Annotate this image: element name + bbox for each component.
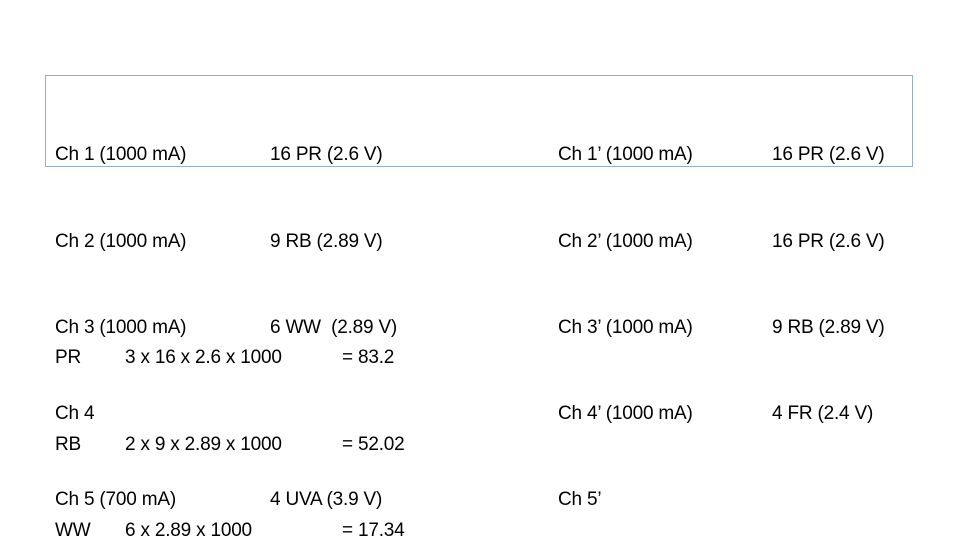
power-formula: 2 x 9 x 2.89 x 1000 [125,433,282,455]
channel-load: 4 FR (2.4 V) [772,402,874,424]
channel-label: Ch 2’ (1000 mA) [558,230,693,252]
channel-load: 9 RB (2.89 V) [270,230,383,252]
channel-label: Ch 3 (1000 mA) [55,316,187,338]
channel-label: Ch 1’ (1000 mA) [558,144,693,166]
channel-group-box [45,75,913,167]
power-results: = 83.2 = 52.02 = 17.34 = 9.6 = 10.92 = 1… [342,287,415,540]
channel-list-right-names: Ch 1’ (1000 mA) Ch 2’ (1000 mA) Ch 3’ (1… [558,84,693,540]
power-formula: 3 x 16 x 2.6 x 1000 [125,347,282,369]
channel-load [772,486,885,515]
channel-load: 16 PR (2.6 V) [772,144,885,166]
power-formulas: 3 x 16 x 2.6 x 1000 2 x 9 x 2.89 x 1000 … [125,287,282,540]
channel-label: Ch 4’ (1000 mA) [558,402,693,424]
power-labels: PR RB WW FR UVA Total (W) [55,287,129,540]
channel-label: Ch 5 (700 mA) [55,488,176,510]
power-result: = 83.2 [342,347,395,369]
channel-label: Ch 5’ [558,488,602,510]
channel-load: 9 RB (2.89 V) [772,316,885,338]
channel-list-right-loads: 16 PR (2.6 V) 16 PR (2.6 V) 9 RB (2.89 V… [772,84,885,540]
channel-label: Ch 1 (1000 mA) [55,144,187,166]
power-result: = 17.34 [342,519,405,540]
power-label: PR [55,347,81,369]
channel-load: 4 UVA (3.9 V) [270,488,383,510]
channel-label: Ch 2 (1000 mA) [55,230,187,252]
power-formula: 6 x 2.89 x 1000 [125,519,252,540]
channel-load: 6 WW (2.89 V) [270,316,398,338]
channel-label: Ch 3’ (1000 mA) [558,316,693,338]
power-result: = 52.02 [342,433,405,455]
channel-load: 16 PR (2.6 V) [270,144,383,166]
power-label: WW [55,519,91,540]
channel-list-left-loads: 16 PR (2.6 V) 9 RB (2.89 V) 6 WW (2.89 V… [270,84,397,540]
channel-label: Ch 4 [55,402,95,424]
channel-load: 16 PR (2.6 V) [772,230,885,252]
channel-list-left-names: Ch 1 (1000 mA) Ch 2 (1000 mA) Ch 3 (1000… [55,84,187,540]
power-label: RB [55,433,81,455]
